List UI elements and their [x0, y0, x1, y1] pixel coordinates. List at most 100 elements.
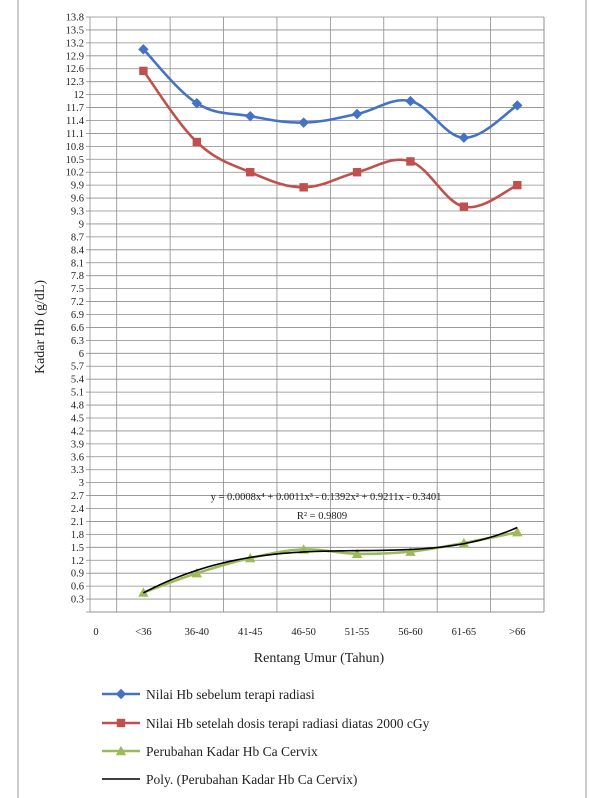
y-tick-label: 10.8	[66, 142, 84, 153]
legend-item-2: Nilai Hb setelah dosis terapi radiasi di…	[102, 716, 430, 731]
y-tick-label: 4.8	[71, 401, 84, 412]
data-point	[458, 132, 470, 143]
y-tick-label: 9.3	[71, 207, 84, 218]
y-tick-label: 0.3	[71, 595, 84, 606]
legend-label: Nilai Hb setelah dosis terapi radiasi di…	[146, 716, 430, 731]
plot-grid	[86, 16, 545, 613]
y-tick-label: 6.9	[71, 310, 84, 321]
legend-item-1: Nilai Hb sebelum terapi radiasi	[102, 687, 315, 702]
y-tick-label: 11.1	[66, 129, 84, 140]
y-tick-label: 2.4	[71, 504, 85, 515]
y-tick-label: 4.5	[71, 413, 84, 424]
data-point	[513, 180, 522, 190]
data-point	[459, 202, 469, 211]
x-axis-title: Rentang Umur (Tahun)	[254, 651, 385, 666]
x-origin-label: 0	[93, 627, 98, 638]
y-tick-label: 6.3	[71, 336, 84, 347]
y-tick-label: 9	[79, 219, 84, 230]
y-tick-label: 12	[74, 90, 85, 101]
y-tick-label: 6	[79, 349, 84, 360]
y-tick-label: 5.7	[71, 362, 84, 373]
x-tick-label: >66	[509, 627, 525, 638]
x-tick-label: 61-65	[452, 627, 477, 638]
data-point	[192, 137, 202, 147]
series-1	[138, 44, 523, 143]
y-tick-label: 3	[79, 478, 84, 489]
data-point	[406, 157, 415, 166]
data-point	[191, 98, 203, 109]
trendline-layer	[143, 526, 518, 594]
y-tick-label: 5.4	[71, 375, 85, 386]
y-tick-label: 4.2	[71, 426, 84, 437]
x-tick-label: 46-50	[291, 627, 316, 638]
data-point	[139, 66, 148, 76]
y-tick-label: 8.1	[71, 258, 84, 269]
y-tick-label: 6.6	[71, 323, 84, 334]
y-tick-label: 3.3	[71, 465, 84, 476]
y-tick-label: 10.5	[66, 155, 84, 166]
y-tick-label: 12.9	[66, 51, 84, 62]
data-point	[246, 168, 255, 177]
data-point	[352, 168, 362, 177]
x-tick-label: 41-45	[238, 627, 263, 638]
legend-item-3: Perubahan Kadar Hb Ca Cervix	[102, 744, 318, 759]
data-point	[405, 95, 416, 107]
y-tick-label: 2.1	[71, 517, 84, 528]
y-tick-label: 12.6	[66, 64, 84, 75]
y-tick-label: 12.3	[66, 77, 84, 88]
y-tick-label: 11.4	[66, 116, 85, 127]
data-point	[245, 110, 256, 122]
trendline-equation: y = 0.0008x⁴ + 0.0011x³ - 0.1392x² + 0.9…	[211, 492, 442, 503]
trendline	[143, 526, 518, 594]
data-point	[512, 527, 523, 537]
x-tick-label: 36-40	[185, 627, 210, 638]
y-tick-label: 13.8	[66, 13, 84, 24]
y-tick-label: 13.2	[66, 38, 84, 49]
y-tick-label: 0.6	[71, 582, 84, 593]
y-tick-label: 7.2	[71, 297, 84, 308]
y-tick-label: 7.8	[71, 271, 84, 282]
legend-item-4: Poly. (Perubahan Kadar Hb Ca Cervix)	[102, 772, 357, 787]
y-tick-label: 8.4	[71, 245, 85, 256]
legend-label: Nilai Hb sebelum terapi radiasi	[146, 687, 315, 702]
legend-label: Perubahan Kadar Hb Ca Cervix	[146, 744, 318, 759]
data-point	[191, 567, 203, 578]
y-tick-label: 10.2	[66, 168, 84, 179]
data-point	[298, 117, 309, 128]
y-tick-label: 9.6	[71, 194, 84, 205]
series-2	[139, 66, 522, 211]
y-tick-label: 7.5	[71, 284, 84, 295]
y-tick-label: 13.5	[66, 25, 84, 36]
x-tick-label: 56-60	[398, 627, 423, 638]
data-point	[138, 44, 149, 55]
y-tick-label: 3.9	[71, 439, 84, 450]
data-point	[299, 183, 308, 192]
y-tick-label: 5.1	[71, 388, 84, 399]
y-axis-title: Kadar Hb (g/dL)	[33, 280, 48, 374]
legend-marker	[115, 688, 127, 700]
y-tick-label: 3.6	[71, 452, 84, 463]
x-tick-labels: <36 36-40 41-45 46-50 51-55 56-60 61-65 >66	[135, 627, 525, 638]
legend: Nilai Hb sebelum terapi radiasi Nilai Hb …	[102, 687, 430, 787]
data-point	[512, 100, 523, 111]
legend-label: Poly. (Perubahan Kadar Hb Ca Cervix)	[146, 772, 357, 787]
data-point	[351, 548, 363, 558]
x-tick-label: 51-55	[345, 627, 370, 638]
trendline-r-squared: R² = 0.9809	[297, 511, 347, 522]
legend-marker	[115, 745, 127, 756]
data-point	[405, 546, 416, 556]
legend-marker	[116, 718, 126, 728]
y-tick-label: 1.8	[71, 530, 84, 541]
y-tick-label: 8.7	[71, 232, 84, 243]
y-tick-label: 1.5	[71, 543, 84, 554]
y-tick-label: 9.9	[71, 181, 84, 192]
x-tick-label: <36	[135, 627, 151, 638]
y-tick-label: 2.7	[71, 491, 84, 502]
y-tick-label: 11.7	[66, 103, 84, 114]
y-tick-labels: 0.3 0.6 0.9 1.2 1.5 1.8 2.1 2.4 2.7 3 3.3 3.6 3.9 4.2…	[66, 13, 85, 606]
y-tick-label: 1.2	[71, 556, 84, 567]
data-point	[351, 108, 363, 120]
